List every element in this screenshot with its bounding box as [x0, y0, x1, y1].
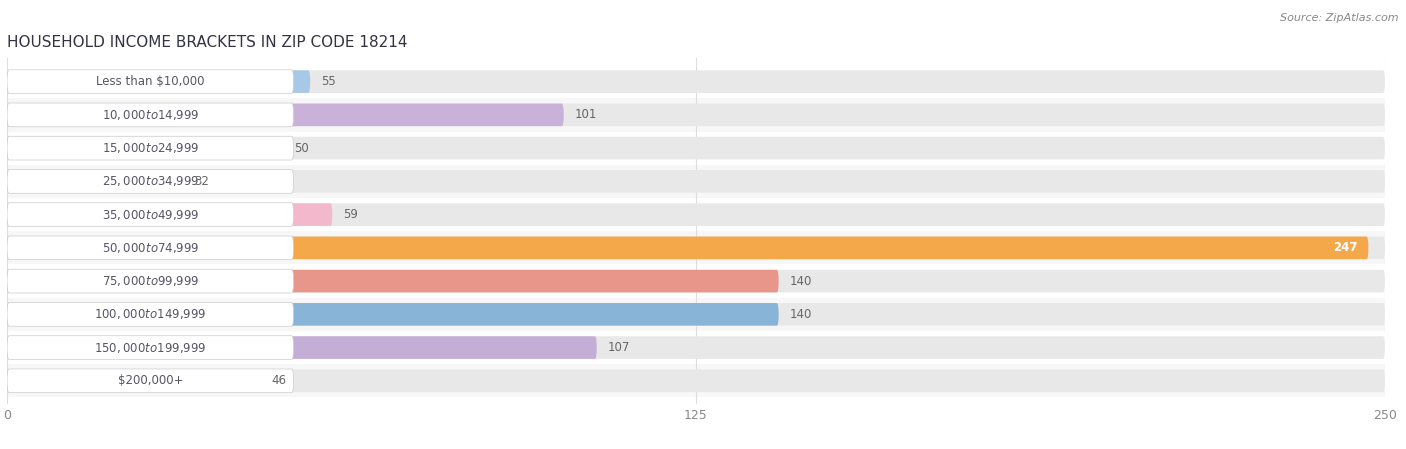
- FancyBboxPatch shape: [7, 65, 1385, 98]
- FancyBboxPatch shape: [7, 203, 1385, 226]
- FancyBboxPatch shape: [7, 70, 1385, 93]
- FancyBboxPatch shape: [7, 370, 260, 392]
- FancyBboxPatch shape: [7, 203, 332, 226]
- Text: 32: 32: [194, 175, 209, 188]
- FancyBboxPatch shape: [7, 170, 294, 193]
- Text: Source: ZipAtlas.com: Source: ZipAtlas.com: [1281, 13, 1399, 23]
- FancyBboxPatch shape: [7, 98, 1385, 132]
- Text: $15,000 to $24,999: $15,000 to $24,999: [101, 141, 200, 155]
- FancyBboxPatch shape: [7, 132, 1385, 165]
- FancyBboxPatch shape: [7, 303, 294, 326]
- Text: 247: 247: [1333, 242, 1357, 254]
- FancyBboxPatch shape: [7, 104, 1385, 126]
- FancyBboxPatch shape: [7, 336, 596, 359]
- FancyBboxPatch shape: [7, 369, 294, 393]
- FancyBboxPatch shape: [7, 137, 1385, 159]
- Text: $50,000 to $74,999: $50,000 to $74,999: [101, 241, 200, 255]
- Text: HOUSEHOLD INCOME BRACKETS IN ZIP CODE 18214: HOUSEHOLD INCOME BRACKETS IN ZIP CODE 18…: [7, 35, 408, 50]
- FancyBboxPatch shape: [7, 198, 1385, 231]
- FancyBboxPatch shape: [7, 331, 1385, 364]
- FancyBboxPatch shape: [7, 298, 1385, 331]
- Text: $35,000 to $49,999: $35,000 to $49,999: [101, 207, 200, 222]
- FancyBboxPatch shape: [7, 370, 1385, 392]
- FancyBboxPatch shape: [7, 237, 1368, 259]
- Text: $25,000 to $34,999: $25,000 to $34,999: [101, 174, 200, 189]
- Text: 55: 55: [321, 75, 336, 88]
- FancyBboxPatch shape: [7, 137, 283, 159]
- FancyBboxPatch shape: [7, 70, 311, 93]
- FancyBboxPatch shape: [7, 231, 1385, 264]
- Text: 59: 59: [343, 208, 359, 221]
- FancyBboxPatch shape: [7, 70, 294, 93]
- Text: $150,000 to $199,999: $150,000 to $199,999: [94, 341, 207, 355]
- Text: $10,000 to $14,999: $10,000 to $14,999: [101, 108, 200, 122]
- Text: 107: 107: [607, 341, 630, 354]
- Text: 50: 50: [294, 141, 308, 154]
- FancyBboxPatch shape: [7, 264, 1385, 298]
- Text: 101: 101: [575, 108, 598, 121]
- FancyBboxPatch shape: [7, 336, 1385, 359]
- Text: $100,000 to $149,999: $100,000 to $149,999: [94, 308, 207, 321]
- FancyBboxPatch shape: [7, 170, 1385, 193]
- FancyBboxPatch shape: [7, 170, 183, 193]
- FancyBboxPatch shape: [7, 237, 1385, 259]
- FancyBboxPatch shape: [7, 203, 294, 226]
- FancyBboxPatch shape: [7, 336, 294, 360]
- FancyBboxPatch shape: [7, 269, 294, 293]
- FancyBboxPatch shape: [7, 270, 1385, 292]
- FancyBboxPatch shape: [7, 364, 1385, 397]
- Text: $200,000+: $200,000+: [118, 374, 183, 387]
- FancyBboxPatch shape: [7, 303, 1385, 326]
- Text: Less than $10,000: Less than $10,000: [96, 75, 205, 88]
- FancyBboxPatch shape: [7, 270, 779, 292]
- FancyBboxPatch shape: [7, 236, 294, 260]
- FancyBboxPatch shape: [7, 165, 1385, 198]
- FancyBboxPatch shape: [7, 103, 294, 127]
- Text: 46: 46: [271, 374, 287, 387]
- Text: 140: 140: [790, 308, 813, 321]
- Text: $75,000 to $99,999: $75,000 to $99,999: [101, 274, 200, 288]
- FancyBboxPatch shape: [7, 303, 779, 326]
- Text: 140: 140: [790, 275, 813, 288]
- FancyBboxPatch shape: [7, 104, 564, 126]
- FancyBboxPatch shape: [7, 136, 294, 160]
